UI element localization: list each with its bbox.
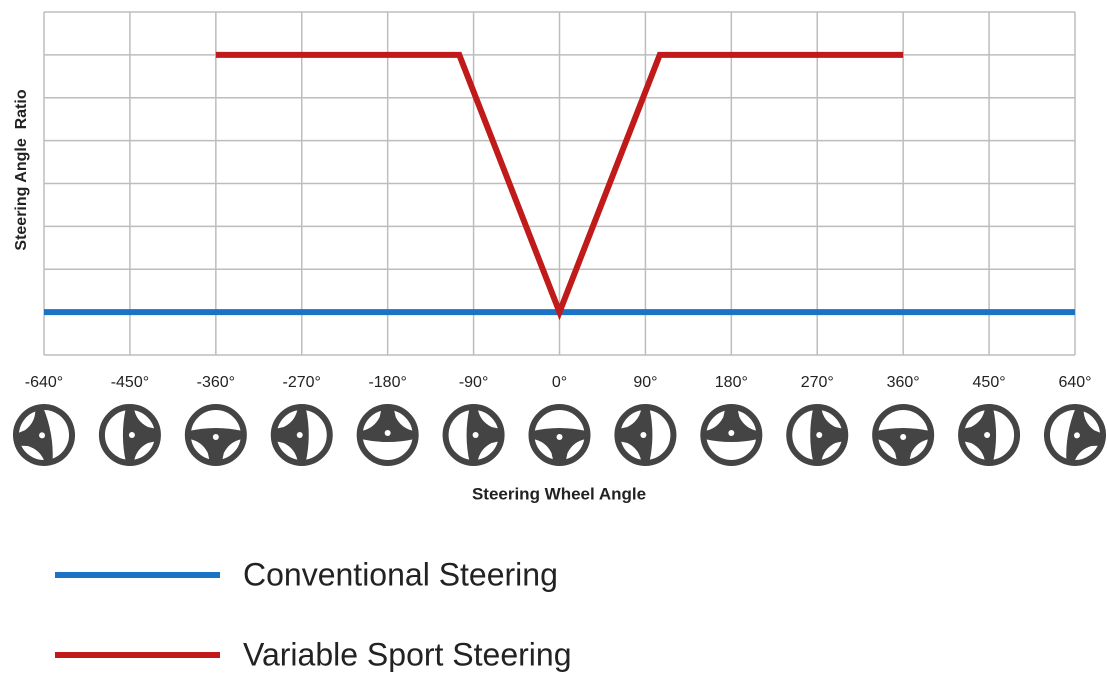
x-tick-label: -180° (368, 374, 406, 391)
wheel-hub (1073, 432, 1080, 439)
wheel-hub (816, 432, 823, 438)
wheel-spokes (188, 428, 243, 462)
legend-label: Conventional Steering (243, 556, 558, 592)
wheel-spokes (876, 428, 931, 462)
steering-wheel-icon (700, 404, 763, 466)
wheel-hub (128, 432, 135, 438)
wheel-hub (984, 432, 991, 438)
steering-wheel-icon (528, 404, 591, 466)
steering-wheel-icon (13, 404, 75, 466)
wheel-spokes (274, 408, 309, 462)
wheel-spokes (810, 408, 845, 462)
x-tick-label: -270° (283, 374, 321, 391)
wheel-hub (900, 434, 907, 440)
steering-wheel-icon (872, 404, 935, 466)
wheel-hub (640, 432, 647, 438)
legend-label: Variable Sport Steering (243, 636, 571, 672)
wheel-spokes (618, 408, 653, 462)
x-tick-label: 450° (973, 374, 1006, 391)
wheel-hub (296, 432, 303, 438)
x-tick-label: 0° (552, 374, 567, 391)
wheel-hub (728, 430, 735, 436)
data-line (215, 51, 904, 321)
steering-wheel-icon (786, 404, 849, 466)
x-tick-label: 640° (1058, 374, 1091, 391)
y-axis-label: Steering Angle Ratio (13, 89, 30, 250)
steering-wheel-icon (958, 404, 1021, 466)
x-tick-label: 270° (801, 374, 834, 391)
x-tick-label: -90° (459, 374, 489, 391)
wheel-hub (556, 434, 563, 440)
wheel-hub (212, 434, 219, 440)
x-tick-label: 180° (715, 374, 748, 391)
wheel-spokes (704, 408, 759, 442)
wheel-spokes (466, 408, 501, 462)
x-tick-label: -640° (25, 374, 63, 391)
wheel-spokes (122, 408, 157, 462)
wheel-hub (384, 430, 391, 436)
wheel-spokes (962, 408, 997, 462)
x-tick-label: 360° (887, 374, 920, 391)
steering-wheel-icon (1044, 404, 1106, 466)
steering-wheel-icon (356, 404, 419, 466)
steering-wheel-icon (614, 404, 677, 466)
steering-wheel-icon (442, 404, 505, 466)
steering-wheel-icon (98, 404, 161, 466)
x-tick-label: -450° (111, 374, 149, 391)
wheel-hub (39, 432, 46, 439)
wheel-spokes (360, 408, 415, 442)
wheel-spokes (532, 428, 587, 462)
steering-wheel-icon (270, 404, 333, 466)
wheel-spokes (1066, 407, 1103, 463)
x-tick-label: -360° (197, 374, 235, 391)
x-axis-label: Steering Wheel Angle (472, 484, 646, 503)
wheel-spokes (16, 407, 53, 463)
wheel-hub (472, 432, 479, 438)
steering-wheel-icon (184, 404, 247, 466)
x-tick-label: 90° (633, 374, 657, 391)
